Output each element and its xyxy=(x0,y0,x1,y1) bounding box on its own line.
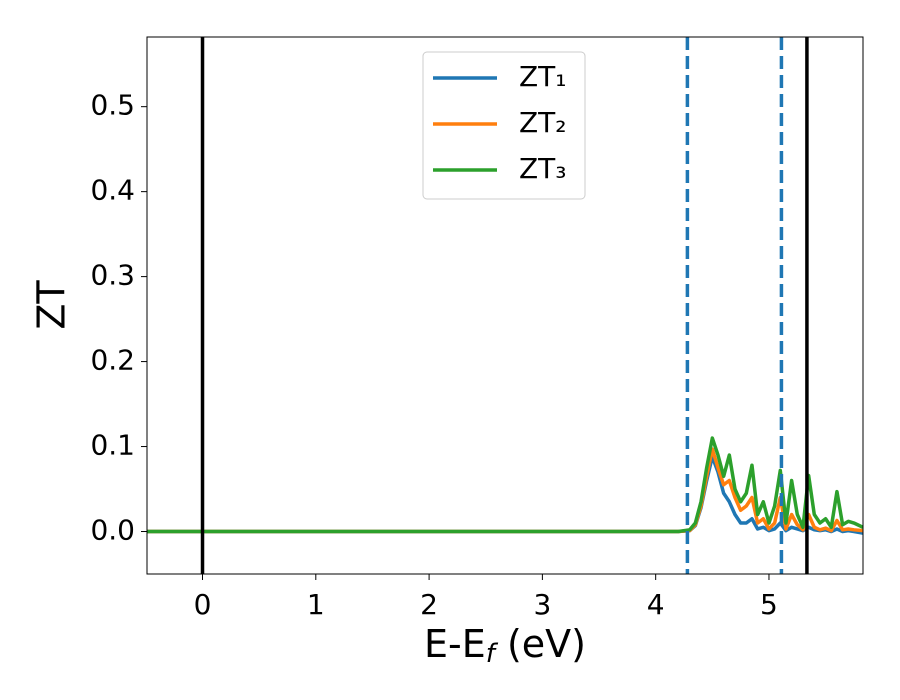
legend-label: ZT₁ xyxy=(519,60,567,93)
plot-frame xyxy=(146,36,864,575)
series-line xyxy=(147,436,863,534)
y-tick-label: 0.5 xyxy=(90,89,135,122)
x-tick-label: 4 xyxy=(647,588,665,621)
x-axis-label: E-Ef (eV) xyxy=(424,622,586,669)
legend-label: ZT₃ xyxy=(519,152,567,185)
y-tick-label: 0.0 xyxy=(90,514,135,547)
y-tick-label: 0.2 xyxy=(90,344,135,377)
x-label-unit: (eV) xyxy=(495,622,586,666)
x-label-main: E-E xyxy=(424,622,486,666)
y-tick-label: 0.3 xyxy=(90,259,135,292)
legend-box xyxy=(422,51,586,200)
y-tick-label: 0.4 xyxy=(90,174,135,207)
x-tick-label: 2 xyxy=(420,588,438,621)
legend-label: ZT₂ xyxy=(519,106,567,139)
x-tick-label: 5 xyxy=(760,588,778,621)
x-tick-label: 3 xyxy=(533,588,551,621)
y-axis-label: ZT xyxy=(30,280,74,330)
x-tick-label: 1 xyxy=(307,588,325,621)
y-tick-label: 0.1 xyxy=(90,429,135,462)
x-tick-label: 0 xyxy=(194,588,212,621)
